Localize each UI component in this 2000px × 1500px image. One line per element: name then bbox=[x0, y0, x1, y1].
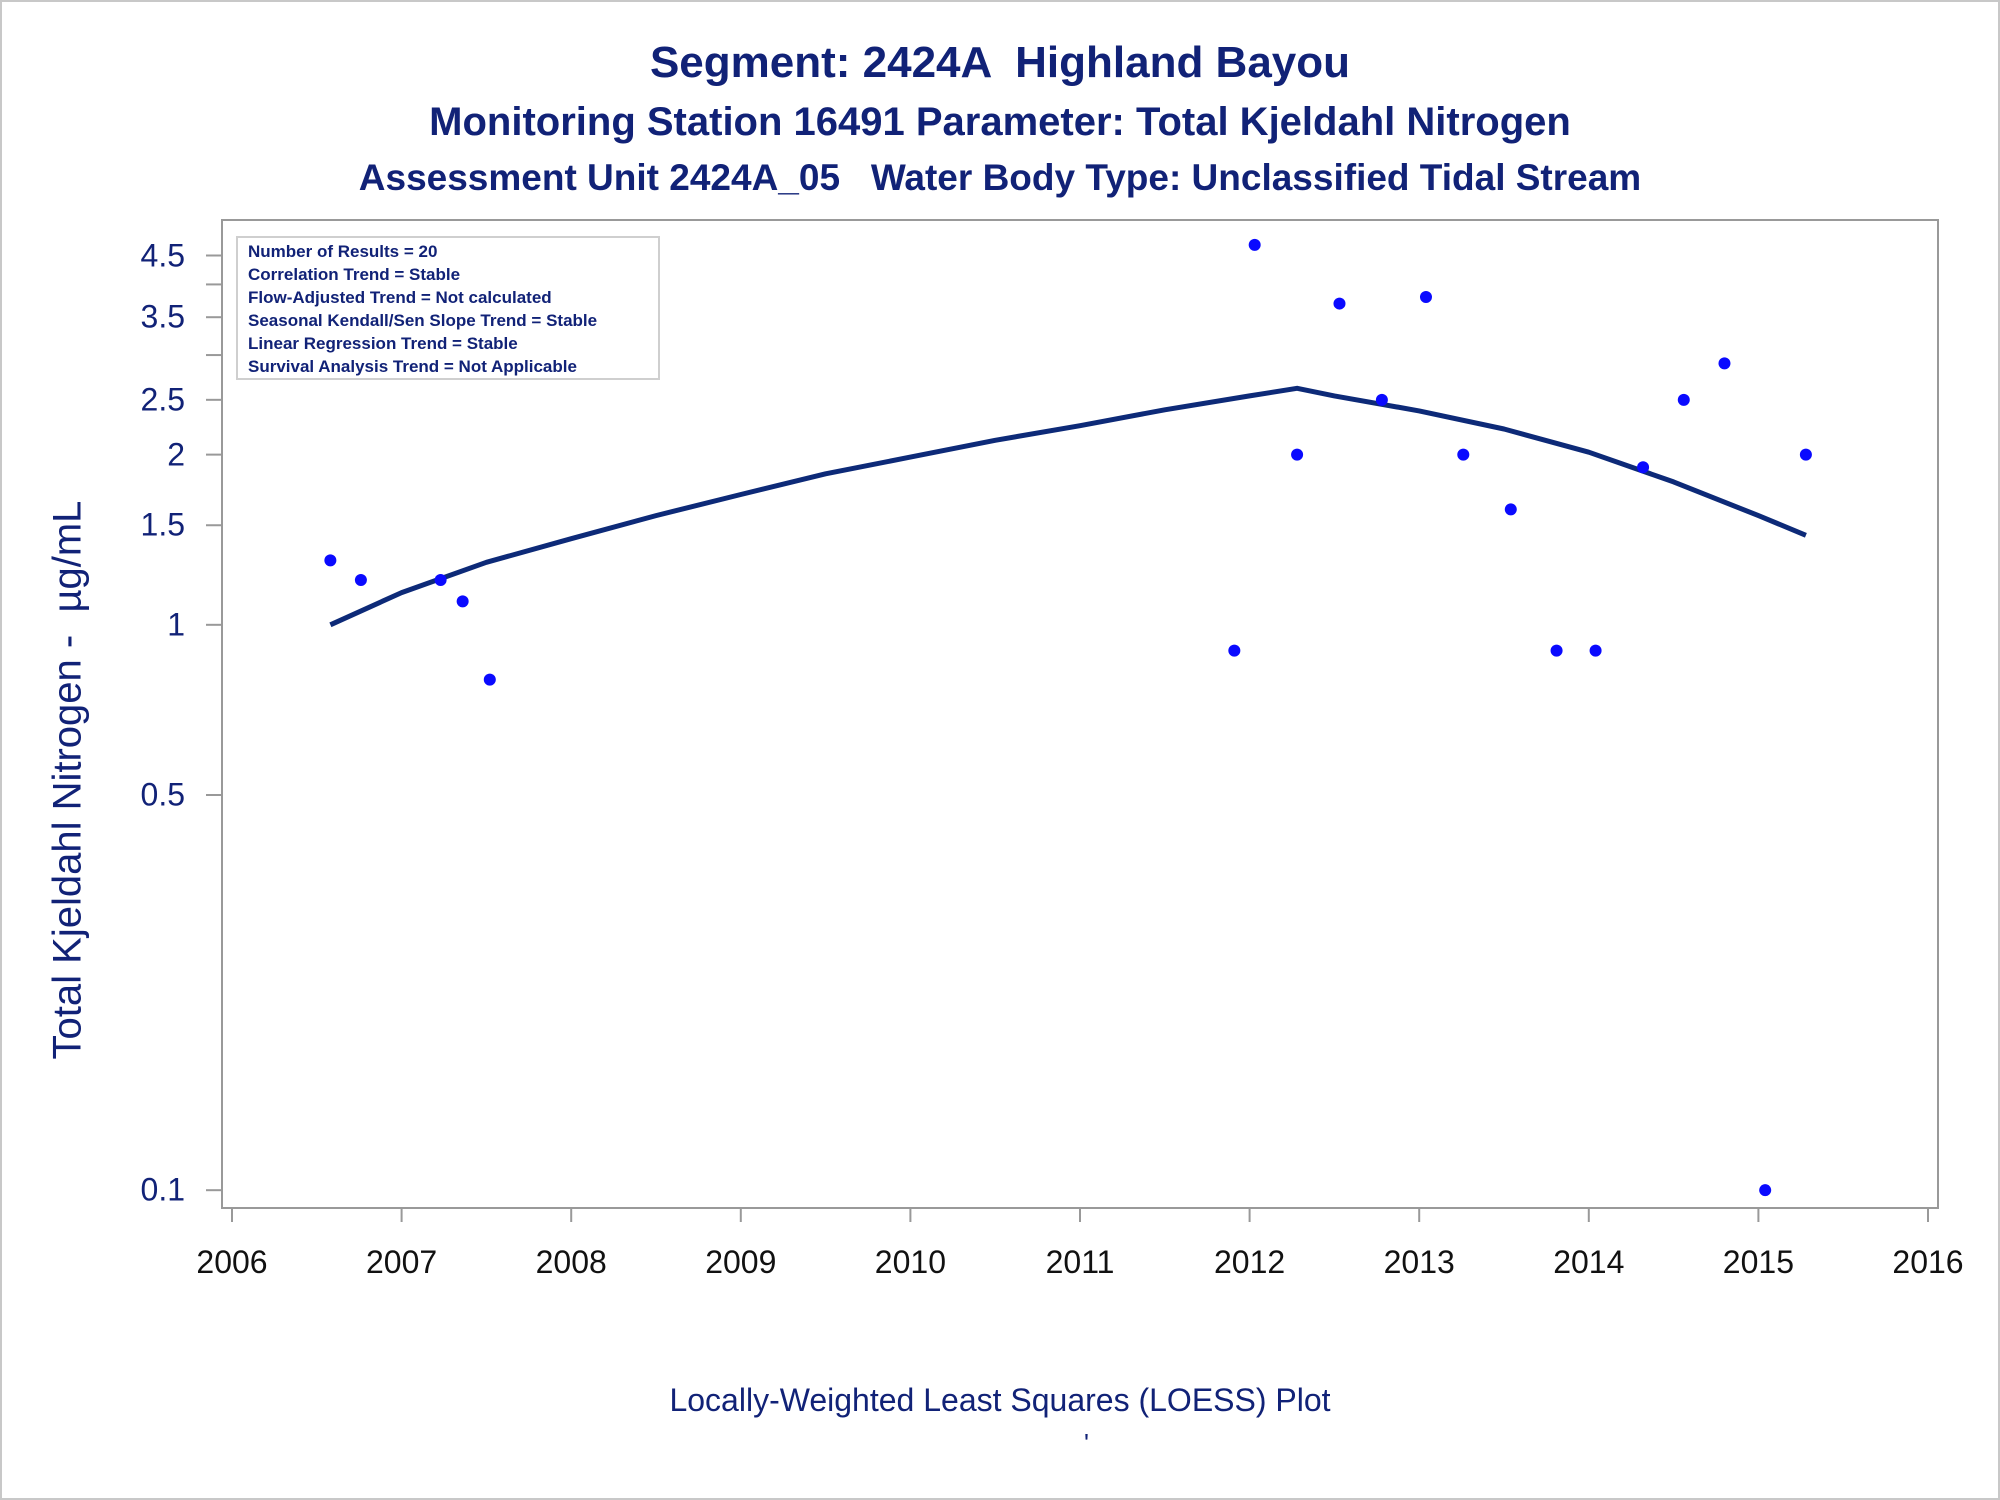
x-tick-label: 2009 bbox=[705, 1244, 777, 1280]
x-tick-label: 2006 bbox=[196, 1244, 268, 1280]
footnote-mark: ' bbox=[1084, 1428, 1089, 1458]
data-point bbox=[483, 673, 496, 686]
y-tick-label: 1 bbox=[167, 606, 185, 643]
data-point bbox=[456, 595, 469, 608]
x-tick-label: 2016 bbox=[1892, 1244, 1964, 1280]
data-point bbox=[1637, 461, 1650, 474]
data-point bbox=[324, 554, 337, 567]
y-tick-label: 0.5 bbox=[140, 776, 185, 813]
chart-subtitle-assessment: Assessment Unit 2424A_05 Water Body Type… bbox=[358, 157, 1642, 198]
trend-stats-box: Number of Results = 20 Correlation Trend… bbox=[236, 236, 660, 380]
data-point bbox=[1248, 238, 1261, 251]
data-point bbox=[1457, 448, 1470, 461]
data-point bbox=[1550, 644, 1563, 657]
data-point bbox=[354, 574, 367, 587]
chart-subtitle-station: Monitoring Station 16491 Parameter: Tota… bbox=[429, 100, 1571, 144]
stat-linear-regression-trend: Linear Regression Trend = Stable bbox=[248, 334, 518, 353]
y-tick-label: 4.5 bbox=[140, 237, 185, 273]
stat-flow-adjusted-trend: Flow-Adjusted Trend = Not calculated bbox=[248, 288, 552, 307]
stat-seasonal-kendall-trend: Seasonal Kendall/Sen Slope Trend = Stabl… bbox=[248, 311, 598, 330]
chart-title: Segment: 2424A Highland Bayou bbox=[649, 38, 1351, 87]
data-point bbox=[1799, 448, 1812, 461]
x-tick-label: 2014 bbox=[1553, 1244, 1625, 1280]
data-point bbox=[1375, 393, 1388, 406]
y-tick-label: 1.5 bbox=[140, 506, 185, 543]
loess-curve bbox=[329, 385, 1807, 628]
data-point bbox=[1677, 393, 1690, 406]
x-tick-label: 2015 bbox=[1722, 1244, 1794, 1280]
x-tick-label: 2010 bbox=[874, 1244, 946, 1280]
data-point bbox=[1759, 1184, 1772, 1197]
x-tick-label: 2013 bbox=[1383, 1244, 1455, 1280]
y-tick-label: 0.1 bbox=[140, 1171, 185, 1208]
stat-survival-analysis-trend: Survival Analysis Trend = Not Applicable bbox=[248, 357, 577, 376]
stat-correlation-trend: Correlation Trend = Stable bbox=[248, 265, 461, 284]
y-tick-label: 3.5 bbox=[140, 298, 185, 335]
data-point bbox=[1333, 297, 1346, 310]
data-point bbox=[1718, 357, 1731, 370]
y-tick-label: 2 bbox=[167, 436, 185, 473]
x-tick-label: 2008 bbox=[535, 1244, 607, 1280]
x-tick-label: 2007 bbox=[366, 1244, 438, 1280]
y-axis-label: Total Kjeldahl Nitrogen - µg/mL bbox=[45, 500, 90, 1060]
x-tick-label: 2012 bbox=[1214, 1244, 1286, 1280]
stat-number-of-results: Number of Results = 20 bbox=[248, 242, 438, 261]
x-tick-label: 2011 bbox=[1045, 1244, 1115, 1280]
data-point bbox=[1504, 503, 1517, 516]
data-point bbox=[1419, 291, 1432, 304]
data-point bbox=[1228, 644, 1241, 657]
data-point bbox=[434, 574, 447, 587]
y-tick-label: 2.5 bbox=[140, 381, 185, 418]
data-point bbox=[1291, 448, 1304, 461]
data-point bbox=[1589, 644, 1602, 657]
plot-method-footnote: Locally-Weighted Least Squares (LOESS) P… bbox=[669, 1382, 1331, 1418]
